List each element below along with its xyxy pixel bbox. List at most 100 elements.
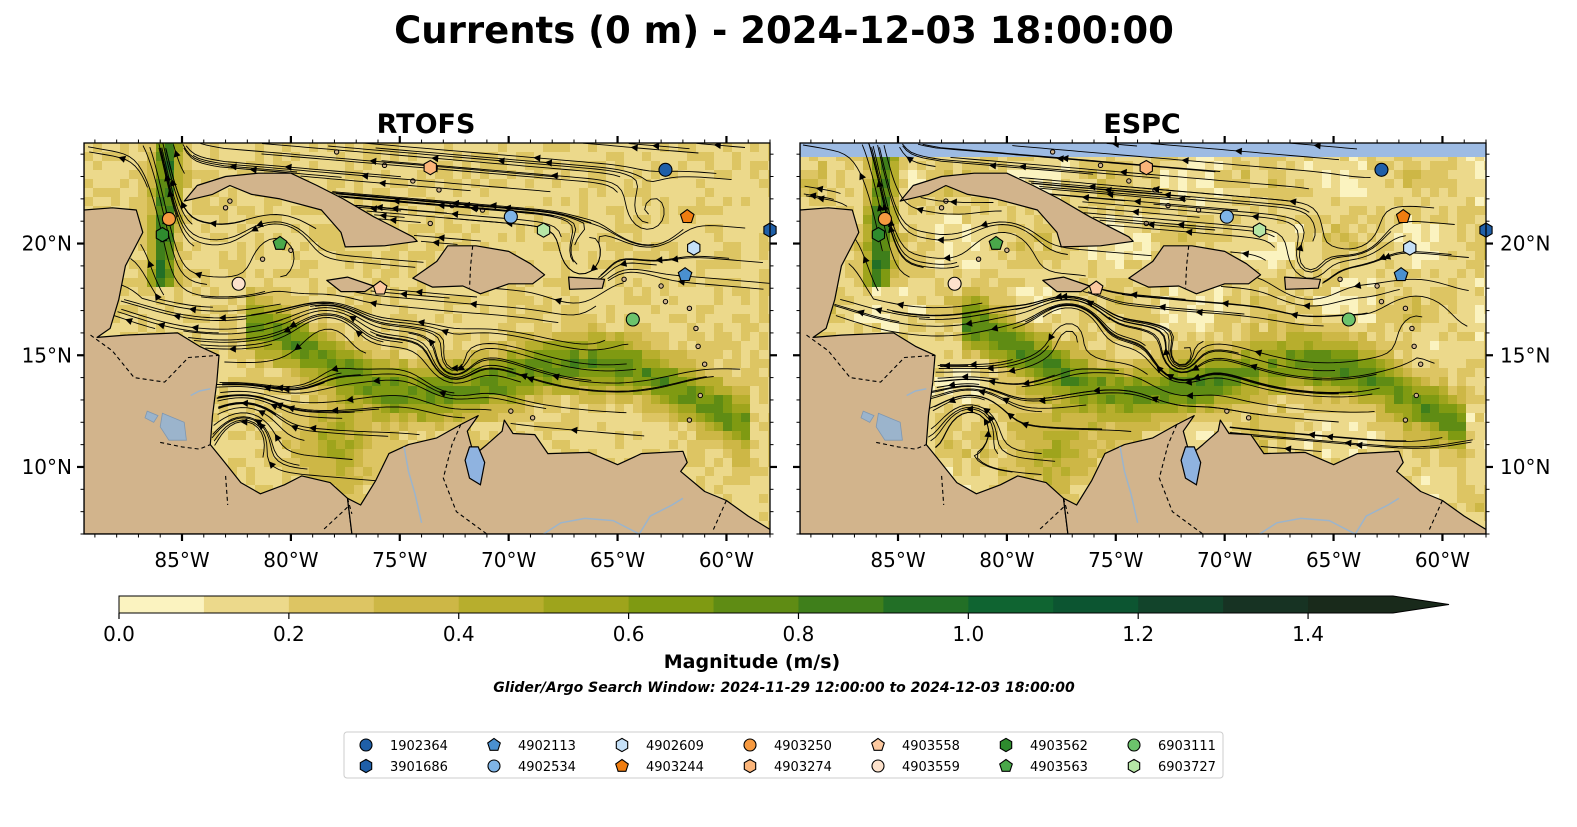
legend-marker-4903559	[871, 759, 885, 773]
colorbar-segment	[203, 596, 290, 613]
legend-label: 4903563	[1030, 760, 1088, 775]
land-rtofs	[84, 143, 770, 534]
lon-label: 80°W	[263, 548, 318, 572]
colorbar-segment	[1138, 596, 1224, 613]
legend: 1902364 3901686 4902113 4902534 4902609 49032…	[343, 731, 1224, 779]
colorbar-segment	[288, 596, 375, 613]
map-ticks-rtofs	[77, 136, 777, 541]
legend-marker-4902113	[487, 737, 501, 751]
colorbar-segment	[713, 596, 799, 613]
float-marker-4903244	[679, 208, 695, 224]
colorbar-tick-label: 1.2	[1122, 622, 1154, 646]
colorbar-extend-arrow	[1393, 596, 1449, 613]
float-marker-4902609	[687, 240, 701, 256]
legend-marker-4903244	[615, 758, 629, 772]
lon-label: 75°W	[372, 548, 427, 572]
legend-label: 4903274	[774, 760, 832, 775]
colorbar-segment	[119, 596, 205, 613]
legend-label: 4903244	[646, 760, 704, 775]
colorbar-segment	[373, 596, 460, 613]
legend-label: 6903727	[1158, 760, 1216, 775]
no-data-band-espc	[800, 143, 1486, 157]
float-marker-4902113	[677, 267, 693, 282]
colorbar-segment	[1053, 596, 1139, 613]
float-marker-4903244	[1395, 208, 1411, 224]
float-marker-6903727	[1252, 222, 1267, 238]
lon-label: 60°W	[1415, 548, 1470, 572]
lat-label: 20°N	[22, 232, 72, 256]
lat-label: 15°N	[1500, 343, 1550, 367]
float-marker-4902534	[1219, 209, 1234, 224]
float-marker-4903558	[1088, 280, 1104, 295]
legend-marker-4903250	[743, 738, 757, 752]
float-marker-4902113	[1393, 267, 1409, 282]
colorbar-outline	[118, 595, 1450, 614]
legend-label: 4903558	[902, 739, 960, 754]
colorbar-tick-label: 1.0	[952, 622, 984, 646]
legend-label: 1902364	[390, 739, 448, 754]
legend-label: 4902113	[518, 739, 576, 754]
legend-marker-1902364	[359, 738, 373, 752]
lon-label: 70°W	[481, 548, 536, 572]
lat-label: 10°N	[1500, 455, 1550, 479]
colorbar-ticks: 0.0 0.2 0.4 0.6 0.8 1.0 1.2 1.4	[103, 613, 1324, 646]
lat-labels-right: 20°N 15°N 10°N	[1500, 232, 1550, 479]
legend-label: 4903562	[1030, 739, 1088, 754]
colorbar-label: Magnitude (m/s)	[664, 651, 841, 673]
figure-title: Currents (0 m) - 2024-12-03 18:00:00	[394, 9, 1174, 52]
float-markers-espc	[871, 159, 1493, 327]
colorbar-segment	[1223, 596, 1309, 613]
land-espc	[800, 143, 1486, 534]
search-window-note: Glider/Argo Search Window: 2024-11-29 12…	[493, 680, 1075, 696]
lat-label: 10°N	[22, 455, 72, 479]
float-marker-1902364	[1374, 162, 1389, 177]
float-marker-6903111	[1341, 312, 1356, 327]
map-frame-espc	[799, 142, 1487, 535]
legend-label: 4903250	[774, 739, 832, 754]
streamlines-espc	[802, 143, 1473, 476]
lon-label: 65°W	[590, 548, 645, 572]
colorbar-segment	[968, 596, 1054, 613]
colorbar-tick-label: 0.6	[613, 622, 645, 646]
colorbar-segments	[119, 596, 1394, 613]
legend-marker-4903274	[743, 758, 757, 774]
lon-label: 60°W	[699, 548, 754, 572]
map-panel-espc: ESPC	[793, 109, 1493, 541]
float-marker-4903562	[871, 226, 886, 243]
float-marker-4903558	[372, 280, 388, 295]
streamlines-rtofs	[87, 143, 770, 482]
legend-label: 4903559	[902, 760, 960, 775]
colorbar-tick-label: 0.0	[103, 622, 135, 646]
float-marker-6903727	[536, 222, 551, 238]
legend-label: 3901686	[390, 760, 448, 775]
colorbar-tick-label: 0.4	[443, 622, 475, 646]
colorbar-segment	[543, 596, 630, 613]
colorbar-segment	[1308, 596, 1394, 613]
legend-marker-6903111	[1127, 738, 1141, 752]
lon-label: 80°W	[979, 548, 1034, 572]
colorbar-tick-label: 1.4	[1292, 622, 1324, 646]
map-frame-rtofs	[83, 142, 771, 535]
lon-labels-espc: 85°W 80°W 75°W 70°W 65°W 60°W	[870, 548, 1470, 572]
legend-label: 4902534	[518, 760, 576, 775]
colorbar-segment	[458, 596, 545, 613]
colorbar-tick-label: 0.8	[783, 622, 815, 646]
lon-labels-rtofs: 85°W 80°W 75°W 70°W 65°W 60°W	[154, 548, 754, 572]
float-markers-rtofs	[155, 159, 777, 327]
legend-marker-4903563	[999, 758, 1013, 772]
float-marker-4902534	[503, 209, 518, 224]
legend-items: 1902364 3901686 4902113 4902534 4902609 49032…	[359, 737, 1216, 775]
lon-label: 70°W	[1197, 548, 1252, 572]
float-marker-6903111	[625, 312, 640, 327]
legend-label: 4902609	[646, 739, 704, 754]
lon-label: 65°W	[1306, 548, 1361, 572]
legend-marker-4903558	[871, 737, 885, 751]
colorbar: 0.0 0.2 0.4 0.6 0.8 1.0 1.2 1.4 Magnitude (m/s)	[103, 595, 1450, 673]
legend-marker-6903727	[1127, 758, 1141, 774]
lon-label: 75°W	[1088, 548, 1143, 572]
lat-labels-left: 20°N 15°N 10°N	[22, 232, 72, 479]
lat-label: 15°N	[22, 343, 72, 367]
float-marker-4903559	[231, 276, 246, 291]
legend-label: 6903111	[1158, 739, 1216, 754]
colorbar-tick-label: 0.2	[273, 622, 305, 646]
